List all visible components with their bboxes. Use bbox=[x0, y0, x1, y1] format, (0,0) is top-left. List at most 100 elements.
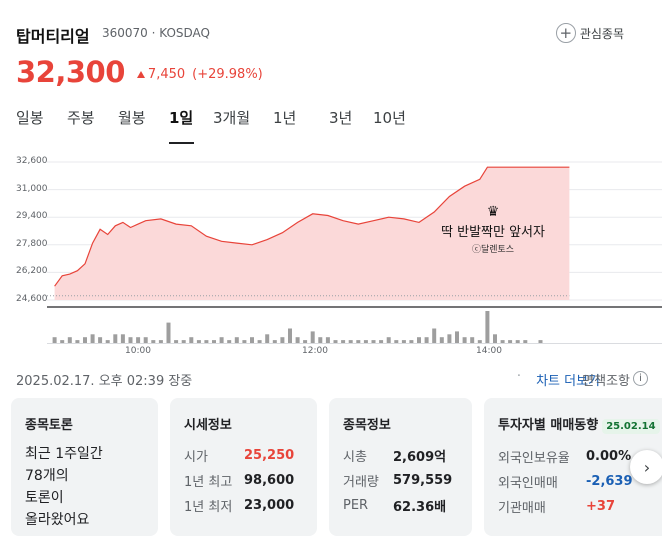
volume-bar bbox=[401, 340, 406, 343]
company-info-rows: 시총 2,609억 거래량 579,559 PER 62.36배 bbox=[343, 443, 458, 518]
volume-bar bbox=[455, 331, 459, 343]
volume-bar bbox=[394, 340, 399, 343]
forum-line: 올라왔어요 bbox=[25, 512, 90, 528]
investor-trend-card[interactable]: 투자자별 매매동향 25.02.14 외국인보유율 0.00% 외국인매매 -2,… bbox=[484, 398, 662, 536]
volume-bar bbox=[515, 340, 520, 343]
volume-bar bbox=[67, 337, 72, 343]
kv-value: 98,600 bbox=[244, 473, 295, 488]
volume-bar bbox=[83, 337, 87, 343]
volume-bar bbox=[470, 337, 475, 343]
volume-bar bbox=[325, 337, 330, 343]
x-tick-label: 12:00 bbox=[302, 346, 328, 356]
volume-bar bbox=[181, 340, 186, 343]
kv-value: 579,559 bbox=[393, 473, 453, 488]
watchlist-button[interactable]: + 관심종목 bbox=[555, 22, 624, 44]
kv-value: 0.00% bbox=[586, 449, 632, 464]
volume-bar bbox=[136, 337, 141, 343]
volume-bar bbox=[424, 337, 429, 343]
volume-bar bbox=[363, 340, 368, 343]
change-amount: 7,450 bbox=[147, 66, 186, 82]
volume-bar bbox=[318, 337, 323, 343]
stock-code-market: 360070 · KOSDAQ bbox=[102, 26, 210, 40]
y-tick-label: 31,000 bbox=[16, 184, 48, 194]
volume-bar bbox=[219, 337, 224, 343]
x-tick-label: 14:00 bbox=[476, 346, 502, 356]
y-tick-label: 24,600 bbox=[16, 294, 48, 304]
volume-bar bbox=[439, 337, 444, 343]
price-area bbox=[54, 167, 570, 300]
chart-more-link[interactable]: 차트 더보기 bbox=[536, 374, 600, 389]
card-title: 종목토론 bbox=[25, 418, 73, 433]
volume-bar bbox=[166, 322, 171, 343]
volume-bar bbox=[500, 340, 505, 343]
volume-bar bbox=[128, 337, 133, 343]
volume-bar bbox=[333, 340, 338, 343]
company-info-card[interactable]: 종목정보 시총 2,609억 거래량 579,559 PER 62.36배 bbox=[329, 398, 472, 536]
volume-bar bbox=[485, 311, 490, 343]
volume-bar bbox=[523, 340, 528, 343]
volume-bar bbox=[250, 337, 254, 343]
tab-3year[interactable]: 3년 bbox=[329, 109, 353, 127]
tab-monthly[interactable]: 월봉 bbox=[118, 109, 146, 127]
market-info-card[interactable]: 시세정보 시가 25,250 1년 최고 98,600 1년 최저 23,000 bbox=[170, 398, 317, 536]
investor-rows: 외국인보유율 0.00% 외국인매매 -2,639 기관매매 +37 bbox=[498, 444, 648, 519]
stock-header: 탑머티리얼 360070 · KOSDAQ + 관심종목 bbox=[16, 22, 662, 46]
volume-bar bbox=[105, 340, 110, 343]
kv-row: PER 62.36배 bbox=[343, 493, 458, 518]
volume-bar bbox=[113, 334, 118, 343]
timestamp: 2025.02.17. 오후 02:39 장중 bbox=[16, 374, 193, 389]
volume-bar bbox=[356, 340, 361, 343]
current-price: 32,300 bbox=[16, 55, 125, 89]
volume-bar bbox=[52, 337, 57, 343]
volume-bar bbox=[204, 340, 209, 343]
kv-value: 2,609억 bbox=[393, 450, 447, 465]
kv-key: 외국인보유율 bbox=[498, 451, 570, 466]
kv-key: 거래량 bbox=[343, 475, 379, 490]
volume-bar bbox=[447, 334, 452, 343]
volume-bar bbox=[409, 340, 414, 343]
volume-bar bbox=[174, 340, 179, 343]
tab-1year[interactable]: 1년 bbox=[273, 109, 297, 127]
tab-daily[interactable]: 일봉 bbox=[16, 109, 44, 127]
price-line bbox=[54, 166, 570, 287]
kv-key: 기관매매 bbox=[498, 501, 546, 516]
tab-3month[interactable]: 3개월 bbox=[213, 109, 251, 127]
market-info-rows: 시가 25,250 1년 최고 98,600 1년 최저 23,000 bbox=[184, 443, 303, 518]
kv-key: 시가 bbox=[184, 450, 208, 465]
forum-line: 78개의 bbox=[25, 468, 69, 484]
intraday-chart[interactable]: 32,600 31,000 29,400 27,800 26,200 24,60… bbox=[0, 150, 662, 360]
kv-value: +37 bbox=[586, 499, 615, 514]
forum-line: 최근 1주일간 bbox=[25, 446, 103, 462]
chevron-right-icon[interactable]: › bbox=[630, 450, 662, 484]
volume-bar bbox=[196, 340, 201, 343]
y-tick-label: 29,400 bbox=[16, 211, 48, 221]
period-tabs: 일봉 주봉 월봉 1일 3개월 1년 3년 10년 bbox=[16, 104, 413, 144]
volume-bar bbox=[303, 340, 308, 343]
volume-bar bbox=[242, 340, 247, 343]
kv-value: 25,250 bbox=[244, 448, 295, 463]
volume-bar bbox=[227, 340, 232, 343]
price-row: 32,300 7,450 (+29.98%) bbox=[16, 52, 263, 92]
kv-value: -2,639 bbox=[586, 474, 633, 489]
kv-row: 시가 25,250 bbox=[184, 443, 303, 468]
volume-bar bbox=[60, 340, 65, 343]
tab-weekly[interactable]: 주봉 bbox=[67, 109, 95, 127]
forum-card[interactable]: 종목토론 최근 1주일간 78개의 토론이 올라왔어요 bbox=[11, 398, 158, 536]
kv-key: 1년 최저 bbox=[184, 500, 233, 515]
volume-bar bbox=[98, 337, 103, 343]
volume-bar bbox=[379, 340, 384, 343]
volume-bar bbox=[508, 340, 513, 343]
tab-10year[interactable]: 10년 bbox=[373, 109, 406, 127]
kv-row: 거래량 579,559 bbox=[343, 468, 458, 493]
volume-bar bbox=[493, 334, 497, 343]
volume-bar bbox=[310, 331, 315, 343]
tab-1day[interactable]: 1일 bbox=[169, 104, 194, 144]
card-title: 투자자별 매매동향 bbox=[498, 418, 599, 433]
volume-bar bbox=[212, 340, 216, 343]
disclaimer-link[interactable]: 면책조항 bbox=[582, 374, 630, 389]
arrow-up-icon bbox=[136, 70, 145, 78]
y-tick-label: 32,600 bbox=[16, 156, 48, 166]
info-row: 2025.02.17. 오후 02:39 장중 차트 더보기 · 면책조항 i bbox=[16, 369, 648, 390]
watermark-sub: ⓒ달렌토스 bbox=[471, 245, 515, 255]
info-icon[interactable]: i bbox=[633, 371, 648, 386]
